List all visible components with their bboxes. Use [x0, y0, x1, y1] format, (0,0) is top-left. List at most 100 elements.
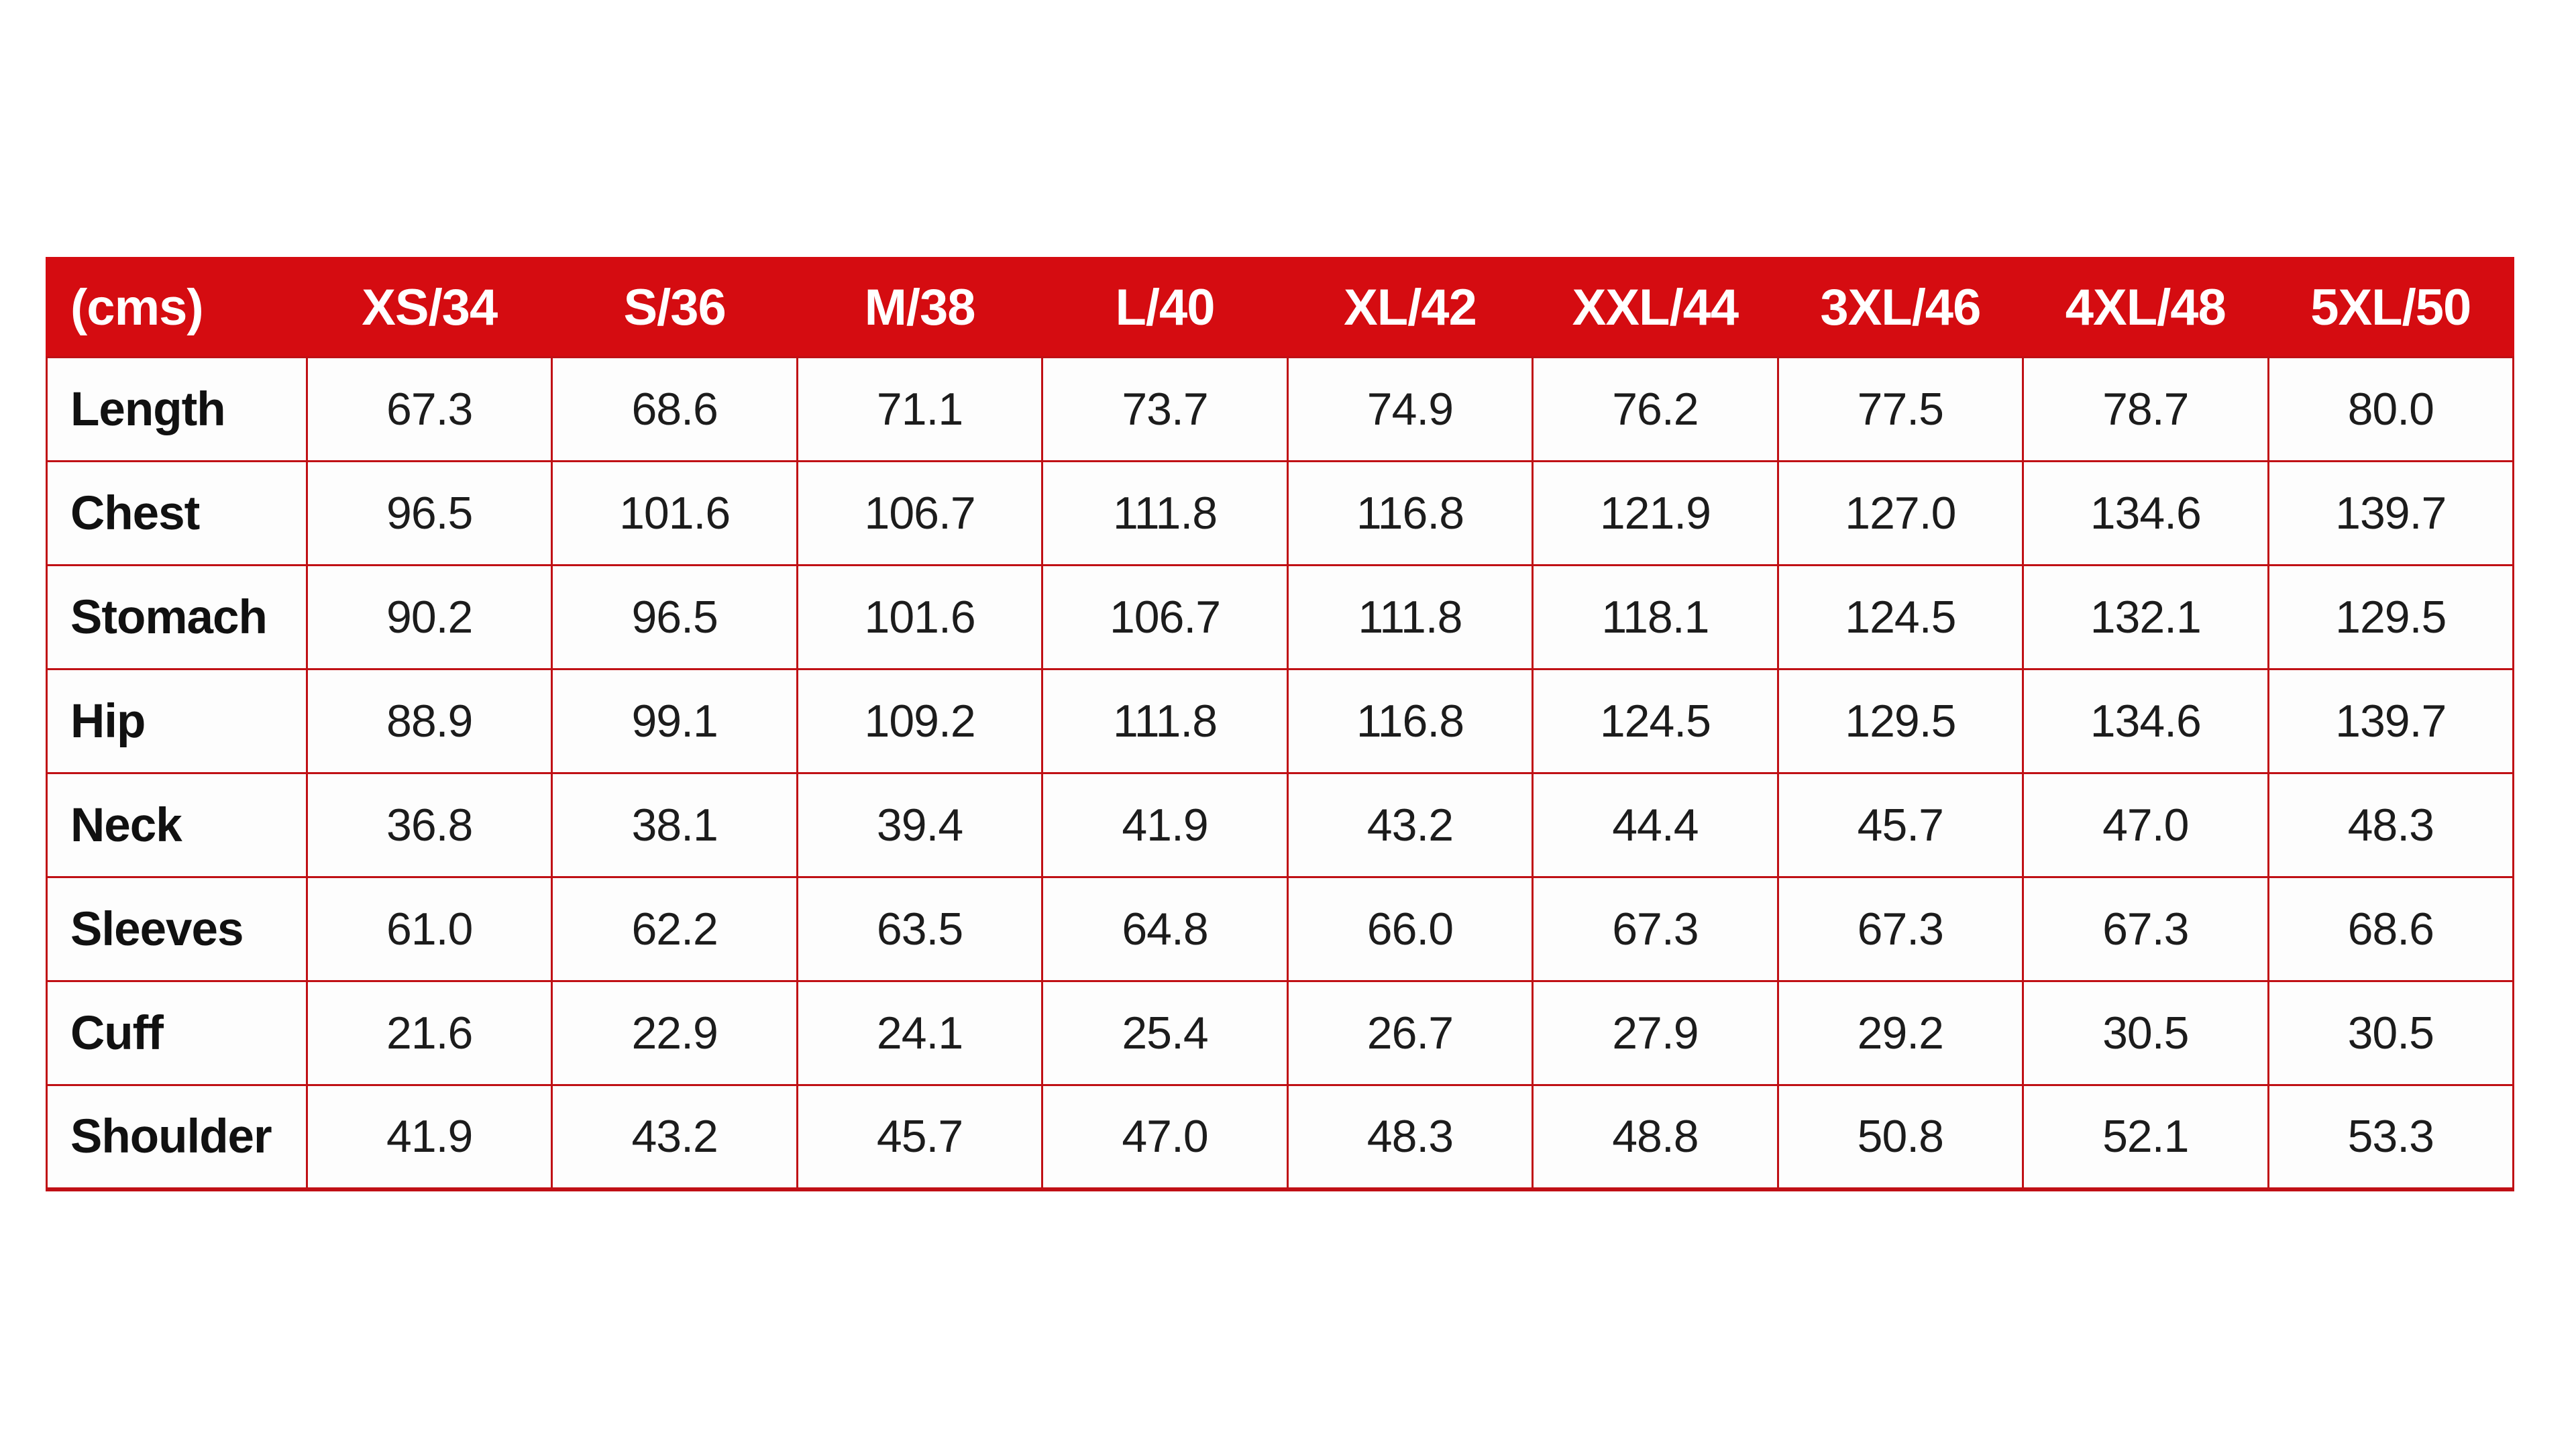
measurement-cell: 66.0: [1286, 876, 1534, 982]
measurement-cell: 68.6: [2267, 876, 2514, 982]
measurement-cell: 67.3: [1532, 876, 1779, 982]
row-label-length: Length: [46, 356, 308, 462]
measurement-cell: 53.3: [2267, 1084, 2514, 1190]
measurement-cell: 52.1: [2022, 1084, 2269, 1190]
measurement-cell: 111.8: [1041, 460, 1289, 566]
measurement-cell: 139.7: [2267, 668, 2514, 774]
measurement-cell: 129.5: [2267, 564, 2514, 670]
measurement-cell: 63.5: [796, 876, 1044, 982]
row-label-shoulder: Shoulder: [46, 1084, 308, 1190]
size-header-xs34: XS/34: [305, 257, 553, 358]
row-label-stomach: Stomach: [46, 564, 308, 670]
size-header-m38: M/38: [796, 257, 1044, 358]
row-label-cuff: Cuff: [46, 980, 308, 1086]
table-row-cuff: Cuff 21.6 22.9 24.1 25.4 26.7 27.9 29.2 …: [46, 980, 2514, 1086]
measurement-cell: 62.2: [551, 876, 798, 982]
size-header-xxl44: XXL/44: [1532, 257, 1779, 358]
table-row-neck: Neck 36.8 38.1 39.4 41.9 43.2 44.4 45.7 …: [46, 772, 2514, 878]
measurement-cell: 36.8: [305, 772, 553, 878]
measurement-cell: 99.1: [551, 668, 798, 774]
row-label-sleeves: Sleeves: [46, 876, 308, 982]
row-label-hip: Hip: [46, 668, 308, 774]
measurement-cell: 132.1: [2022, 564, 2269, 670]
measurement-cell: 48.8: [1532, 1084, 1779, 1190]
measurement-cell: 67.3: [305, 356, 553, 462]
measurement-cell: 74.9: [1286, 356, 1534, 462]
measurement-cell: 43.2: [1286, 772, 1534, 878]
measurement-cell: 124.5: [1532, 668, 1779, 774]
measurement-cell: 111.8: [1286, 564, 1534, 670]
measurement-cell: 111.8: [1041, 668, 1289, 774]
table-row-sleeves: Sleeves 61.0 62.2 63.5 64.8 66.0 67.3 67…: [46, 876, 2514, 982]
measurement-cell: 39.4: [796, 772, 1044, 878]
measurement-cell: 47.0: [2022, 772, 2269, 878]
table-row-stomach: Stomach 90.2 96.5 101.6 106.7 111.8 118.…: [46, 564, 2514, 670]
unit-header-cell: (cms): [46, 257, 308, 358]
measurement-cell: 67.3: [2022, 876, 2269, 982]
size-header-4xl48: 4XL/48: [2022, 257, 2269, 358]
measurement-cell: 73.7: [1041, 356, 1289, 462]
measurement-cell: 116.8: [1286, 460, 1534, 566]
measurement-cell: 41.9: [1041, 772, 1289, 878]
measurement-cell: 26.7: [1286, 980, 1534, 1086]
measurement-cell: 101.6: [796, 564, 1044, 670]
table-row-chest: Chest 96.5 101.6 106.7 111.8 116.8 121.9…: [46, 460, 2514, 566]
measurement-cell: 109.2: [796, 668, 1044, 774]
table-row-length: Length 67.3 68.6 71.1 73.7 74.9 76.2 77.…: [46, 356, 2514, 462]
measurement-cell: 30.5: [2267, 980, 2514, 1086]
measurement-cell: 64.8: [1041, 876, 1289, 982]
measurement-cell: 48.3: [1286, 1084, 1534, 1190]
measurement-cell: 25.4: [1041, 980, 1289, 1086]
measurement-cell: 67.3: [1776, 876, 2025, 982]
size-header-l40: L/40: [1041, 257, 1289, 358]
measurement-cell: 106.7: [1041, 564, 1289, 670]
measurement-cell: 96.5: [551, 564, 798, 670]
measurement-cell: 29.2: [1776, 980, 2025, 1086]
measurement-cell: 24.1: [796, 980, 1044, 1086]
measurement-cell: 134.6: [2022, 460, 2269, 566]
measurement-cell: 101.6: [551, 460, 798, 566]
size-header-xl42: XL/42: [1286, 257, 1534, 358]
measurement-cell: 118.1: [1532, 564, 1779, 670]
measurement-cell: 21.6: [305, 980, 553, 1086]
measurement-cell: 77.5: [1776, 356, 2025, 462]
measurement-cell: 48.3: [2267, 772, 2514, 878]
measurement-cell: 41.9: [305, 1084, 553, 1190]
measurement-cell: 27.9: [1532, 980, 1779, 1086]
row-label-neck: Neck: [46, 772, 308, 878]
measurement-cell: 129.5: [1776, 668, 2025, 774]
measurement-cell: 45.7: [796, 1084, 1044, 1190]
measurement-cell: 22.9: [551, 980, 798, 1086]
measurement-cell: 80.0: [2267, 356, 2514, 462]
measurement-cell: 124.5: [1776, 564, 2025, 670]
measurement-cell: 76.2: [1532, 356, 1779, 462]
size-header-s36: S/36: [551, 257, 798, 358]
measurement-cell: 38.1: [551, 772, 798, 878]
measurement-cell: 96.5: [305, 460, 553, 566]
measurement-cell: 116.8: [1286, 668, 1534, 774]
measurement-cell: 127.0: [1776, 460, 2025, 566]
measurement-cell: 43.2: [551, 1084, 798, 1190]
measurement-cell: 45.7: [1776, 772, 2025, 878]
measurement-cell: 68.6: [551, 356, 798, 462]
measurement-cell: 121.9: [1532, 460, 1779, 566]
measurement-cell: 90.2: [305, 564, 553, 670]
row-label-chest: Chest: [46, 460, 308, 566]
measurement-cell: 88.9: [305, 668, 553, 774]
measurement-cell: 134.6: [2022, 668, 2269, 774]
table-row-hip: Hip 88.9 99.1 109.2 111.8 116.8 124.5 12…: [46, 668, 2514, 774]
measurement-cell: 106.7: [796, 460, 1044, 566]
table-row-shoulder: Shoulder 41.9 43.2 45.7 47.0 48.3 48.8 5…: [46, 1084, 2514, 1190]
measurement-cell: 30.5: [2022, 980, 2269, 1086]
measurement-cell: 61.0: [305, 876, 553, 982]
measurement-cell: 50.8: [1776, 1084, 2025, 1190]
header-row: (cms) XS/34 S/36 M/38 L/40 XL/42 XXL/44 …: [46, 257, 2514, 358]
measurement-cell: 44.4: [1532, 772, 1779, 878]
size-header-5xl50: 5XL/50: [2267, 257, 2514, 358]
measurement-cell: 78.7: [2022, 356, 2269, 462]
size-chart-table: (cms) XS/34 S/36 M/38 L/40 XL/42 XXL/44 …: [46, 257, 2514, 1191]
measurement-cell: 71.1: [796, 356, 1044, 462]
measurement-cell: 139.7: [2267, 460, 2514, 566]
measurement-cell: 47.0: [1041, 1084, 1289, 1190]
size-header-3xl46: 3XL/46: [1776, 257, 2025, 358]
